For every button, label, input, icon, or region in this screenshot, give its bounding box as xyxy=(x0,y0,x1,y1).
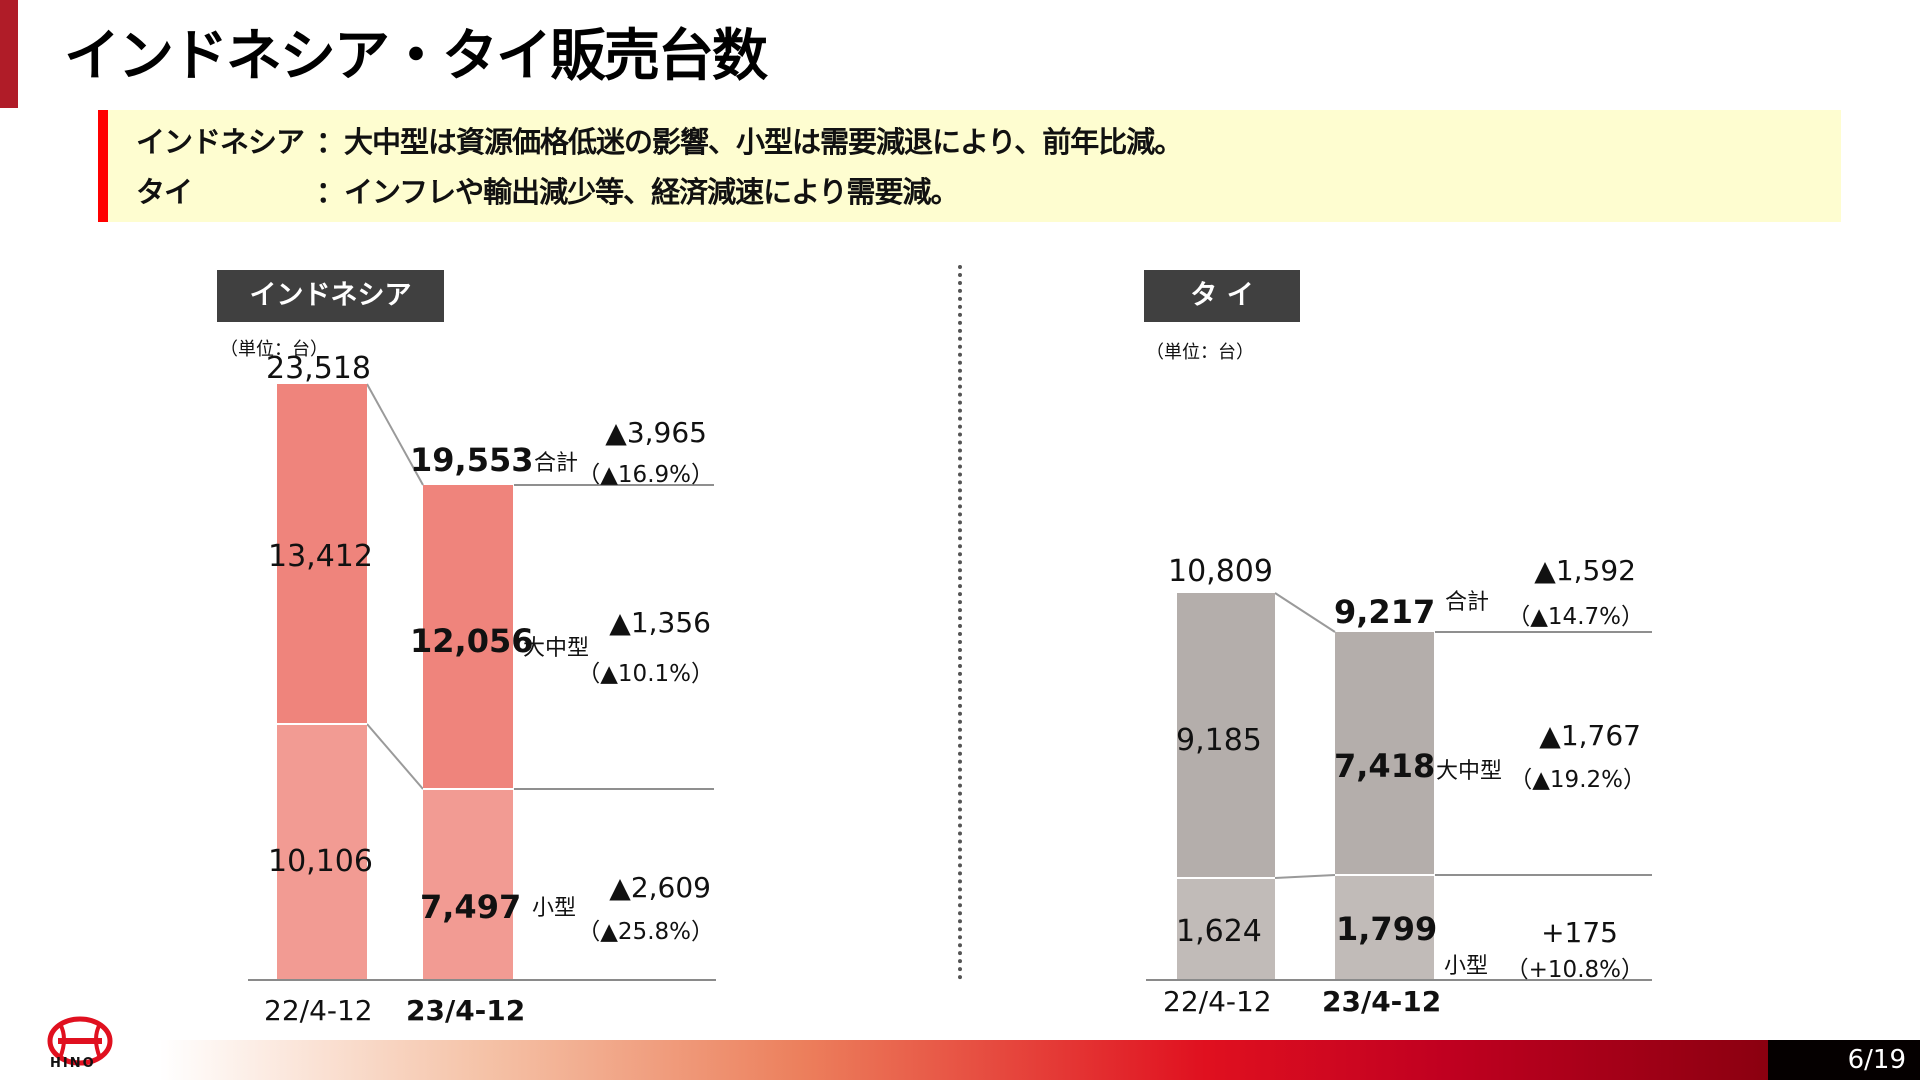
segment-separator xyxy=(277,723,367,725)
indonesia-baseline xyxy=(248,979,716,981)
segment-separator xyxy=(1335,874,1434,876)
thailand-unit-label: （単位：台） xyxy=(1146,342,1254,363)
total-label: 合計 xyxy=(534,451,579,476)
indonesia-curr-large-medium-value: 12,056 xyxy=(410,622,534,660)
thailand-large-medium-pct: （▲19.2%） xyxy=(1509,767,1646,793)
indonesia-curr-small-bar xyxy=(423,789,513,980)
title-accent-bar xyxy=(0,0,18,108)
thailand-baseline xyxy=(1146,979,1652,981)
callout-text: ：インフレや輸出減少等、経済減速により需要減。 xyxy=(316,175,960,209)
hino-logo-text: HINO xyxy=(50,1056,96,1071)
segment-separator xyxy=(423,788,513,790)
indonesia-total-diff: ▲3,965 xyxy=(605,416,707,449)
thailand-x-label-curr: 23/4-12 xyxy=(1322,985,1442,1018)
thailand-prev-large-medium-value: 9,185 xyxy=(1176,723,1262,758)
thailand-badge: タ イ xyxy=(1144,270,1300,322)
indonesia-unit-label: （単位：台） xyxy=(220,339,328,360)
small-label: 小型 xyxy=(1444,954,1489,979)
hino-logo-icon xyxy=(47,1016,113,1066)
indonesia-prev-total: 23,518 xyxy=(266,351,371,386)
indonesia-prev-large-medium-bar xyxy=(277,384,367,724)
total-guide-line xyxy=(514,484,714,486)
indonesia-prev-small-value: 10,106 xyxy=(268,844,373,879)
indonesia-small-pct: （▲25.8%） xyxy=(577,919,714,945)
callout-label: タイ xyxy=(136,175,193,209)
indonesia-large-medium-pct: （▲10.1%） xyxy=(577,661,714,687)
indonesia-curr-large-medium-bar xyxy=(423,485,513,789)
large-medium-label: 大中型 xyxy=(523,636,590,661)
indonesia-prev-large-medium-value: 13,412 xyxy=(268,539,373,574)
thailand-total-diff: ▲1,592 xyxy=(1534,554,1636,587)
thailand-total-pct: （▲14.7%） xyxy=(1507,604,1644,630)
total-label: 合計 xyxy=(1445,590,1490,615)
indonesia-large-medium-diff: ▲1,356 xyxy=(609,606,711,639)
indonesia-badge: インドネシア xyxy=(217,270,444,322)
indonesia-x-label-curr: 23/4-12 xyxy=(406,994,526,1027)
thailand-curr-total: 9,217 xyxy=(1334,593,1436,631)
indonesia-curr-total: 19,553 xyxy=(410,441,534,479)
callout-row-indonesia: インドネシア ：大中型は資源価格低迷の影響、小型は需要減退により、前年比減。 xyxy=(136,122,1183,162)
indonesia-curr-small-value: 7,497 xyxy=(420,888,522,926)
indonesia-small-diff: ▲2,609 xyxy=(609,871,711,904)
thailand-large-medium-diff: ▲1,767 xyxy=(1539,719,1641,752)
segment-separator xyxy=(1177,877,1275,879)
thailand-curr-small-value: 1,799 xyxy=(1336,910,1438,948)
page-number: 6/19 xyxy=(1768,1040,1920,1080)
thailand-small-diff: +175 xyxy=(1541,916,1618,949)
large-medium-label: 大中型 xyxy=(1436,759,1503,784)
segment-guide-line xyxy=(514,788,714,790)
thailand-prev-small-bar xyxy=(1177,878,1275,980)
callout-label: インドネシア xyxy=(136,125,305,159)
thailand-x-label-prev: 22/4-12 xyxy=(1163,985,1272,1018)
callout-accent-bar xyxy=(98,110,108,222)
thailand-curr-large-medium-bar xyxy=(1335,632,1434,875)
thailand-prev-total: 10,809 xyxy=(1168,554,1273,589)
segment-guide-line xyxy=(1435,874,1652,876)
indonesia-prev-small-bar xyxy=(277,724,367,980)
indonesia-x-label-prev: 22/4-12 xyxy=(264,994,373,1027)
thailand-curr-small-bar xyxy=(1335,875,1434,980)
indonesia-total-pct: （▲16.9%） xyxy=(577,462,714,488)
thailand-curr-large-medium-value: 7,418 xyxy=(1334,747,1436,785)
callout-row-thailand: タイ ：インフレや輸出減少等、経済減速により需要減。 xyxy=(136,172,960,212)
thailand-prev-large-medium-bar xyxy=(1177,593,1275,878)
chart-divider xyxy=(958,265,962,980)
footer-gradient-bar xyxy=(160,1040,1768,1080)
total-guide-line xyxy=(1435,631,1652,633)
thailand-small-pct: （+10.8%） xyxy=(1505,957,1644,983)
summary-callout: インドネシア ：大中型は資源価格低迷の影響、小型は需要減退により、前年比減。 タイ… xyxy=(98,110,1841,222)
page-title: インドネシア・タイ販売台数 xyxy=(64,24,768,89)
small-label: 小型 xyxy=(532,896,577,921)
callout-text: ：大中型は資源価格低迷の影響、小型は需要減退により、前年比減。 xyxy=(316,125,1183,159)
thailand-prev-small-value: 1,624 xyxy=(1176,914,1262,949)
